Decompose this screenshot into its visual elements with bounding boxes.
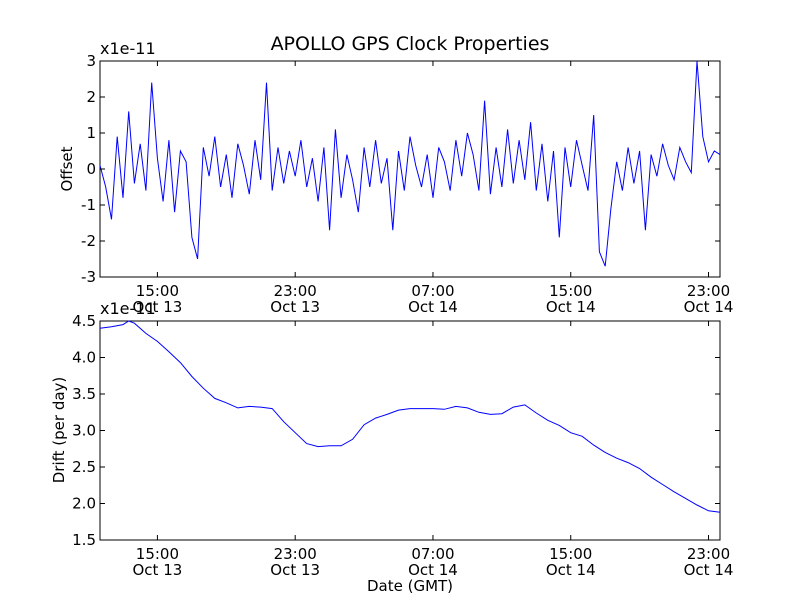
offset-x-tick-date: Oct 14 (546, 298, 596, 316)
drift-x-tick-date: Oct 14 (408, 561, 458, 579)
offset-y-tick-label: -3 (81, 268, 96, 286)
offset-y-tick-label: 3 (86, 52, 96, 70)
drift-y-tick-label: 4.5 (72, 312, 96, 330)
drift-y-tick-label: 2.5 (72, 458, 96, 476)
offset-y-multiplier: x1e-11 (100, 39, 156, 58)
drift-x-tick-time: 23:00 (274, 545, 317, 563)
offset-series-layer (99, 60, 721, 267)
drift-y-tick-label: 2.0 (72, 495, 96, 513)
drift-y-tick-label: 3.5 (72, 385, 96, 403)
drift-y-tick-label: 3.0 (72, 422, 96, 440)
drift-plot-frame (99, 320, 721, 541)
drift-y-tick-label: 1.5 (72, 531, 96, 549)
drift-x-tick-time: 07:00 (411, 545, 454, 563)
offset-plot-frame (99, 60, 721, 278)
drift-series-line-0 (99, 320, 721, 513)
drift-x-tick-time: 15:00 (136, 545, 179, 563)
offset-x-tick-date: Oct 14 (408, 298, 458, 316)
drift-x-tick-date: Oct 14 (684, 561, 734, 579)
drift-x-tick-time: 23:00 (687, 545, 730, 563)
drift-y-multiplier: x1e-11 (100, 299, 156, 318)
drift-y-tick-label: 4.0 (72, 349, 96, 367)
offset-y-tick-label: -1 (81, 196, 96, 214)
offset-x-tick-date: Oct 13 (133, 298, 183, 316)
offset-x-tick-time: 15:00 (549, 282, 592, 300)
offset-x-tick-date: Oct 13 (270, 298, 320, 316)
drift-x-tick-date: Oct 13 (133, 561, 183, 579)
offset-y-tick-label: 2 (86, 88, 96, 106)
drift-x-tick-date: Oct 14 (546, 561, 596, 579)
drift-y-axis-label: Drift (per day) (50, 377, 68, 484)
offset-y-tick-label: 1 (86, 124, 96, 142)
offset-y-axis-label: Offset (58, 146, 76, 191)
offset-x-tick-time: 07:00 (411, 282, 454, 300)
offset-x-tick-date: Oct 14 (684, 298, 734, 316)
drift-series-layer (99, 320, 721, 513)
offset-x-tick-time: 15:00 (136, 282, 179, 300)
drift-x-tick-date: Oct 13 (270, 561, 320, 579)
figure-title: APOLLO GPS Clock Properties (271, 33, 550, 55)
offset-y-tick-label: 0 (86, 160, 96, 178)
offset-y-tick-label: -2 (81, 232, 96, 250)
offset-x-tick-time: 23:00 (687, 282, 730, 300)
offset-x-tick-time: 23:00 (274, 282, 317, 300)
drift-x-tick-time: 15:00 (549, 545, 592, 563)
drift-x-axis-label: Date (GMT) (367, 577, 453, 595)
offset-series-line-0 (99, 60, 721, 267)
